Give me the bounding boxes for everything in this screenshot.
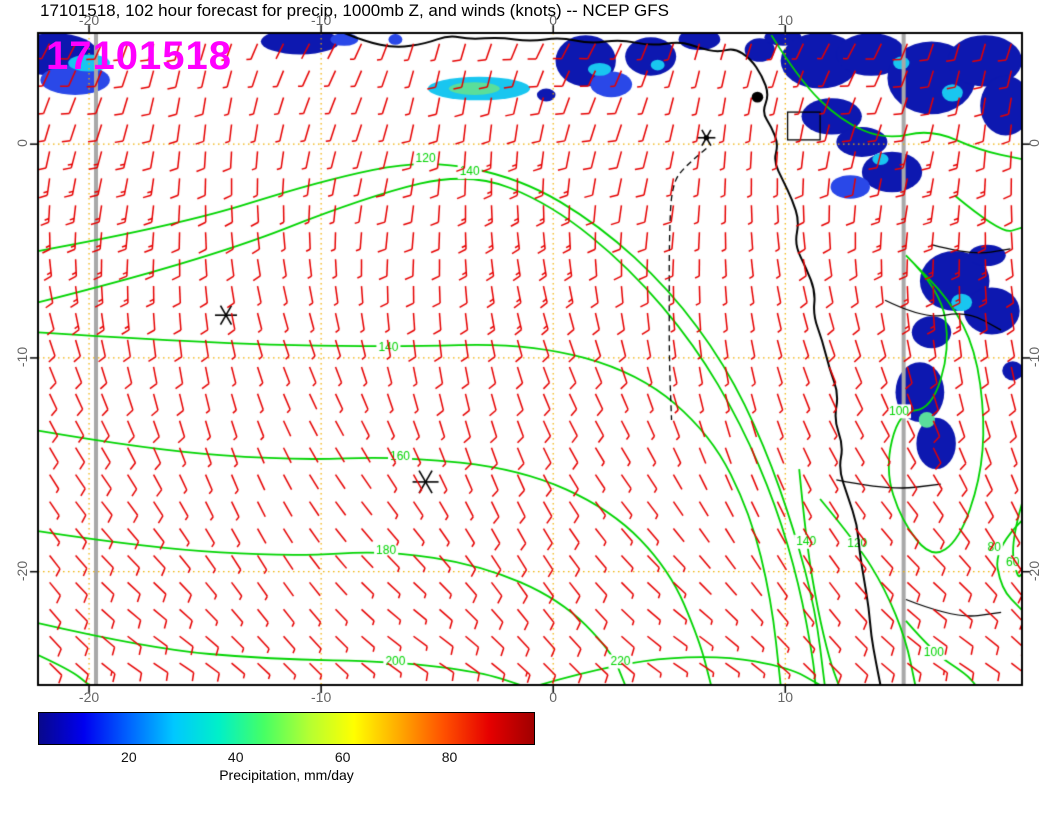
x-tick-label-top: -10 [311,12,332,28]
colorbar-gradient [38,712,535,745]
colorbar-tick-label: 40 [227,749,244,765]
colorbar-tick-label: 80 [441,749,458,765]
colorbar-tick-label: 20 [121,749,137,765]
colorbar: 20 40 60 80 Precipitation, mm/day [38,712,535,792]
y-tick-label-right: -10 [1026,346,1042,368]
page-title: 17101518, 102 hour forecast for precip, … [40,1,669,20]
y-tick-label-left: -20 [14,560,30,581]
y-tick-label-left: 0 [14,139,30,148]
x-tick-label-top: 0 [549,12,558,28]
x-tick-label-bottom: -10 [311,689,332,705]
x-tick-label-bottom: 0 [549,689,558,705]
colorbar-label: Precipitation, mm/day [219,767,354,783]
timestamp-overlay: 17101518 [46,34,232,78]
colorbar-tick-label: 60 [334,749,351,765]
y-tick-label-left: -10 [14,346,30,368]
x-tick-label-bottom: -20 [78,689,100,705]
x-tick-label-top: -20 [78,12,100,28]
x-tick-label-bottom: 10 [777,689,794,705]
y-tick-label-right: -20 [1026,560,1042,581]
y-tick-label-right: 0 [1026,139,1042,148]
x-tick-label-top: 10 [777,12,794,28]
